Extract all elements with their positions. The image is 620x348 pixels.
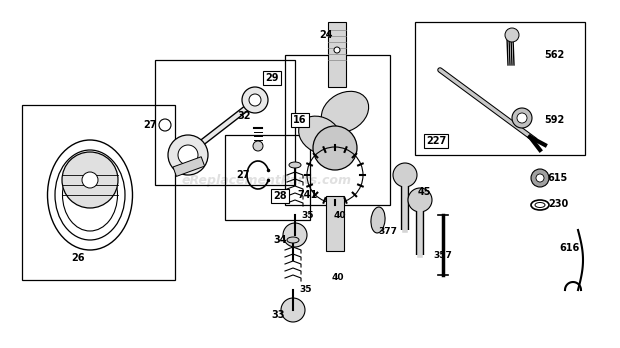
Text: 592: 592 [544, 115, 564, 125]
Text: 40: 40 [334, 211, 346, 220]
Text: 16: 16 [293, 115, 307, 125]
Circle shape [62, 152, 118, 208]
Text: 227: 227 [426, 136, 446, 146]
Text: 616: 616 [560, 243, 580, 253]
Ellipse shape [371, 207, 385, 233]
Circle shape [253, 141, 263, 151]
Text: 27: 27 [143, 120, 156, 130]
Circle shape [313, 126, 357, 170]
Circle shape [82, 172, 98, 188]
Circle shape [281, 298, 305, 322]
Circle shape [393, 163, 417, 187]
Text: 28: 28 [273, 191, 287, 201]
Text: 33: 33 [272, 310, 285, 320]
Text: 24: 24 [319, 30, 333, 40]
Bar [155, 60, 295, 185]
Bar [285, 55, 390, 205]
Text: 27: 27 [236, 170, 250, 180]
Circle shape [242, 87, 268, 113]
Text: 34: 34 [273, 235, 286, 245]
Text: 40: 40 [332, 274, 344, 283]
Ellipse shape [289, 162, 301, 168]
Bar [328, 22, 346, 87]
Bar [415, 22, 585, 155]
Text: 29: 29 [265, 73, 279, 83]
Circle shape [334, 47, 340, 53]
Text: 741: 741 [298, 190, 318, 200]
Text: 377: 377 [378, 228, 397, 237]
Circle shape [283, 223, 307, 247]
Circle shape [249, 94, 261, 106]
Text: 357: 357 [433, 251, 453, 260]
Text: 35: 35 [302, 211, 314, 220]
Text: 26: 26 [71, 253, 85, 263]
Circle shape [408, 188, 432, 212]
Text: 615: 615 [548, 173, 568, 183]
Text: 32: 32 [237, 111, 250, 121]
Text: 230: 230 [548, 199, 568, 209]
Bar [225, 135, 310, 220]
Circle shape [512, 108, 532, 128]
Ellipse shape [321, 91, 369, 133]
Bar [326, 196, 344, 251]
Ellipse shape [287, 237, 299, 243]
Ellipse shape [299, 116, 342, 154]
Text: 562: 562 [544, 50, 564, 60]
Circle shape [536, 174, 544, 182]
Circle shape [531, 169, 549, 187]
Circle shape [168, 135, 208, 175]
Circle shape [178, 145, 198, 165]
Circle shape [517, 113, 527, 123]
Bar [22, 105, 175, 280]
Text: eReplacementParts.com: eReplacementParts.com [182, 174, 352, 188]
Text: 45: 45 [417, 187, 431, 197]
Text: 35: 35 [299, 285, 312, 294]
Bar [173, 157, 205, 176]
Circle shape [505, 28, 519, 42]
